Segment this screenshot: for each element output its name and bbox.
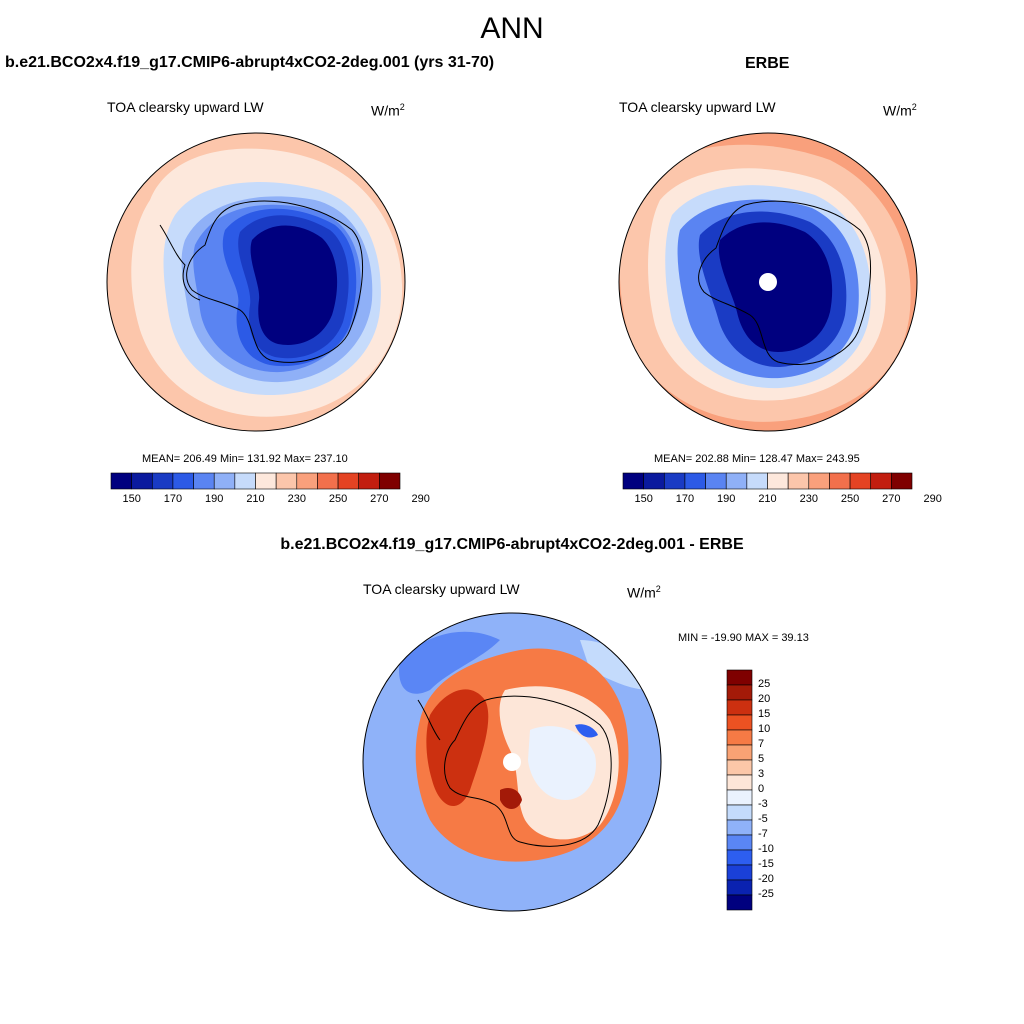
obs-colorbar-swatch [705,472,727,490]
model-colorbar-tick-label: 170 [163,493,183,505]
obs-colorbar-swatch [725,472,748,490]
diff-colorbar-tick-label: -3 [758,798,768,810]
obs-colorbar-tick-label: 270 [882,493,901,505]
diff-colorbar-swatch [726,819,753,836]
obs-colorbar-tick-label: 290 [923,493,942,505]
model-colorbar-swatch [337,472,360,490]
obs-colorbar-tick-label: 250 [840,493,860,505]
diff-colorbar-swatch [726,669,753,686]
diff-colorbar-tick-label: 5 [758,753,765,765]
obs-colorbar-tick-label: 150 [634,493,653,505]
model-colorbar-swatch [379,472,401,490]
diff-colorbar-swatch [726,729,753,746]
obs-colorbar-swatch [870,472,892,490]
model-panel-header: b.e21.BCO2x4.f19_g17.CMIP6-abrupt4xCO2-2… [5,54,495,71]
model-colorbar-swatch [151,472,174,490]
model-colorbar-swatch [358,472,380,490]
model-variable-label: TOA clearsky upward LW [107,99,264,115]
diff-colorbar-tick-label: 7 [758,738,765,750]
obs-colorbar-tick-label: 210 [758,493,777,505]
obs-colorbar-swatch [767,472,789,490]
model-polar-map [107,133,405,431]
diff-colorbar-tick-label: -5 [758,813,768,825]
obs-colorbar-swatch [849,472,872,490]
page-title: ANN [480,12,544,45]
diff-colorbar-swatch [726,834,753,851]
diff-colorbar-tick-label: -25 [758,888,774,900]
diff-colorbar-swatch [726,699,753,716]
model-colorbar-swatch [234,472,256,490]
obs-colorbar-swatch [622,472,644,490]
model-colorbar-swatch [275,472,298,490]
diff-variable-label: TOA clearsky upward LW [363,581,520,597]
diff-stats: MIN = -19.90 MAX = 39.13 [678,632,809,644]
diff-colorbar-swatch [726,789,753,806]
model-colorbar [110,472,401,490]
diff-colorbar-swatch [726,879,753,896]
diff-colorbar-swatch [726,894,753,911]
obs-stats: MEAN= 202.88 Min= 128.47 Max= 243.95 [654,453,860,465]
diff-colorbar-tick-label: 0 [758,783,765,795]
model-colorbar-swatch [213,472,236,490]
model-colorbar-tick-label: 190 [205,493,224,505]
model-colorbar-swatch [110,472,132,490]
diff-colorbar-swatch [726,684,753,701]
diff-colorbar-swatch [726,864,753,881]
diff-colorbar-swatch [726,714,753,731]
diff-colorbar-tick-label: 20 [758,693,771,705]
model-colorbar-tick-label: 290 [411,493,430,505]
model-colorbar-tick-label: 230 [287,493,306,505]
diff-colorbar-swatch [726,744,753,761]
diff-units: W/m2 [627,584,661,601]
obs-units: W/m2 [883,102,917,119]
model-colorbar-tick-label: 210 [246,493,265,505]
diff-panel-header: b.e21.BCO2x4.f19_g17.CMIP6-abrupt4xCO2-2… [280,536,744,553]
obs-colorbar-tick-label: 170 [675,493,695,505]
model-colorbar-swatch [131,472,153,490]
diff-polar-map [363,613,661,911]
obs-colorbar-swatch [891,472,913,490]
model-units: W/m2 [371,102,405,119]
diff-map-border [362,612,662,912]
diff-colorbar-tick-label: -7 [758,828,768,840]
diff-colorbar-swatch [726,849,753,866]
diff-colorbar [726,669,753,911]
model-colorbar-tick-label: 250 [328,493,348,505]
obs-colorbar-swatch [643,472,665,490]
diff-colorbar-tick-label: 10 [758,723,771,735]
obs-colorbar-swatch [663,472,686,490]
obs-colorbar-swatch [787,472,810,490]
diff-colorbar-swatch [726,759,753,776]
obs-polar-map [619,133,917,431]
obs-colorbar-swatch [684,472,706,490]
obs-variable-label: TOA clearsky upward LW [619,99,776,115]
obs-colorbar-swatch [746,472,768,490]
obs-colorbar-swatch [808,472,830,490]
model-colorbar-swatch [172,472,194,490]
model-colorbar-swatch [255,472,277,490]
obs-colorbar-tick-label: 230 [799,493,818,505]
diff-colorbar-tick-label: -20 [758,873,774,885]
model-colorbar-swatch [193,472,215,490]
obs-colorbar-swatch [829,472,851,490]
diff-colorbar-tick-label: -10 [758,843,774,855]
diff-colorbar-tick-label: 3 [758,768,765,780]
model-colorbar-tick-label: 150 [122,493,141,505]
obs-panel-header: ERBE [745,55,790,72]
model-colorbar-tick-label: 270 [370,493,389,505]
diff-colorbar-tick-label: -15 [758,858,774,870]
obs-colorbar [622,472,913,490]
diff-colorbar-swatch [726,804,753,821]
model-map-border [106,132,406,432]
model-colorbar-swatch [296,472,318,490]
diff-colorbar-swatch [726,774,753,791]
obs-colorbar-tick-label: 190 [717,493,736,505]
model-colorbar-swatch [317,472,339,490]
diff-colorbar-tick-label: 25 [758,678,771,690]
obs-map-border [618,132,918,432]
model-stats: MEAN= 206.49 Min= 131.92 Max= 237.10 [142,453,348,465]
diff-colorbar-tick-label: 15 [758,708,771,720]
